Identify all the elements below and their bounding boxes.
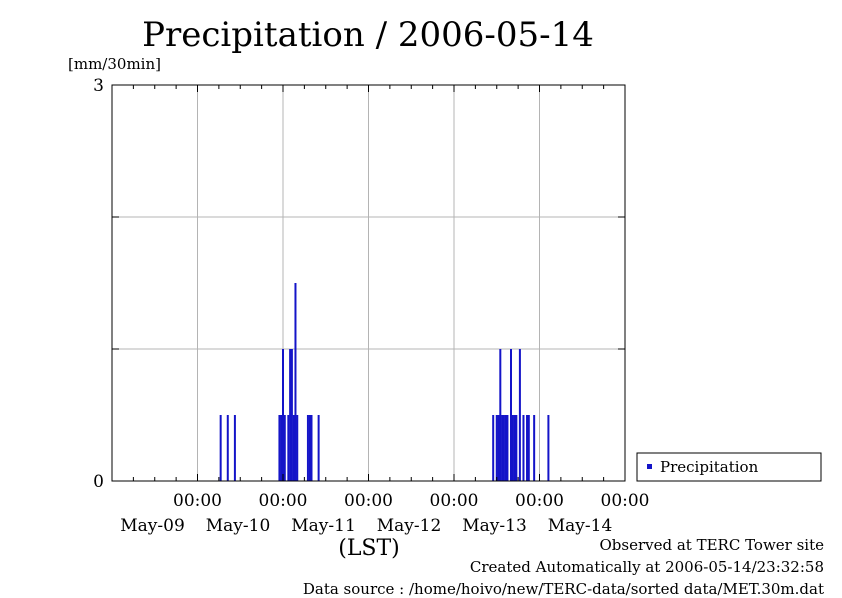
axis-ticks: 00:00 May-09 00:00 May-10 00:00 May-11 00:00 Ma… (93, 76, 649, 536)
legend-label: Precipitation (660, 458, 759, 476)
x-tick-time-label: 00:00 (601, 491, 650, 511)
x-tick-date-label: May-09 (120, 516, 185, 536)
x-tick-time-label: 00:00 (259, 491, 308, 511)
x-tick-date-label: May-14 (548, 516, 613, 536)
x-tick-time-label: 00:00 (430, 491, 479, 511)
footer-site-note: Observed at TERC Tower site (599, 536, 824, 554)
gridlines (112, 85, 626, 481)
x-axis-label: (LST) (338, 536, 400, 561)
legend-box (636, 452, 822, 482)
x-tick-time-label: 00:00 (344, 491, 393, 511)
x-tick-time-label: 00:00 (173, 491, 222, 511)
x-tick-date-label: May-12 (377, 516, 442, 536)
footer-created-note: Created Automatically at 2006-05-14/23:3… (469, 558, 824, 576)
y-tick-label: 3 (93, 76, 104, 96)
x-tick-date-label: May-10 (206, 516, 271, 536)
bar-series (219, 283, 550, 481)
legend-swatch (647, 464, 652, 469)
y-axis-unit-label: [mm/30min] (68, 55, 161, 73)
x-tick-time-label: 00:00 (515, 491, 564, 511)
legend: Precipitation (636, 452, 822, 482)
x-tick-date-label: May-11 (291, 516, 356, 536)
y-tick-label: 0 (93, 472, 104, 492)
footer-source-note: Data source : /home/hoivo/new/TERC-data/… (302, 580, 824, 598)
chart-title: Precipitation / 2006-05-14 (142, 15, 594, 55)
x-tick-date-label: May-13 (462, 516, 527, 536)
